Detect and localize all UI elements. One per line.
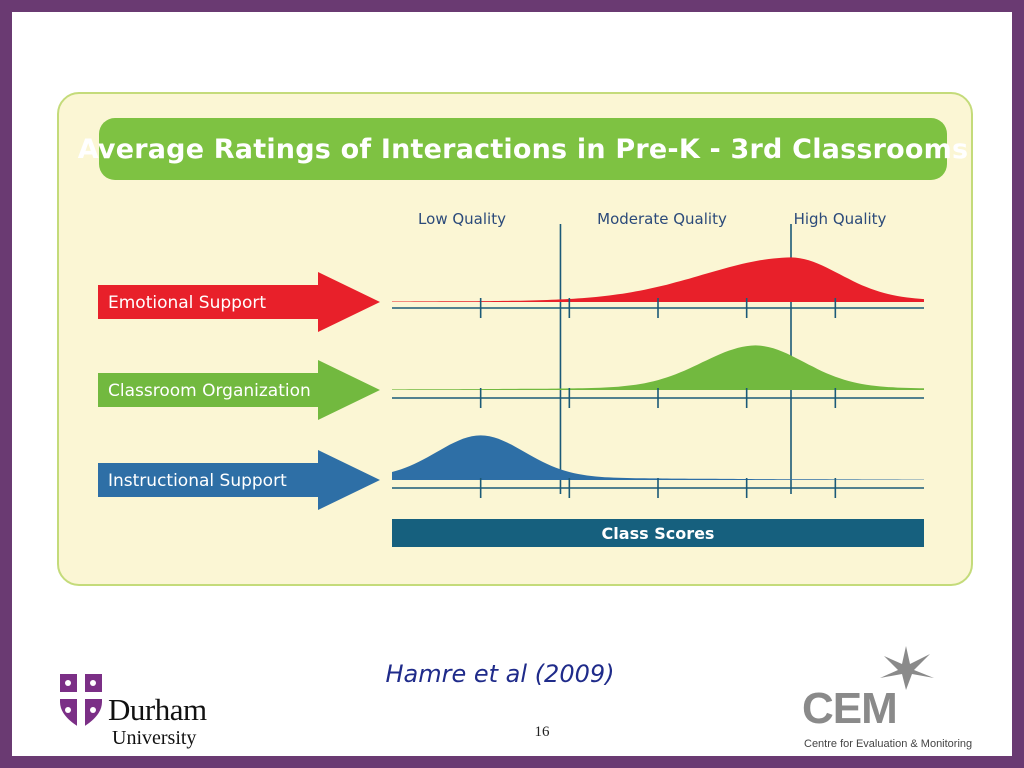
quality-band-label: Moderate Quality xyxy=(597,210,727,228)
durham-subtitle: University xyxy=(112,727,197,749)
cem-logo: CEM Centre for Evaluation & Monitoring xyxy=(802,644,1002,756)
quality-band-label: Low Quality xyxy=(418,210,506,228)
durham-logo: Durham University xyxy=(58,672,258,756)
series-distribution xyxy=(392,435,924,480)
xlabel-bar xyxy=(392,519,924,547)
series-arrow xyxy=(98,450,380,510)
cem-subtitle: Centre for Evaluation & Monitoring xyxy=(804,738,973,750)
series-distribution xyxy=(392,345,924,390)
series-label: Classroom Organization xyxy=(108,381,311,401)
slide: Average Ratings of Interactions in Pre-K… xyxy=(12,12,1012,756)
quality-band-label: High Quality xyxy=(794,210,887,228)
star-icon xyxy=(880,646,934,690)
series-label: Instructional Support xyxy=(108,471,287,491)
chart-title: Average Ratings of Interactions in Pre-K… xyxy=(77,133,969,165)
durham-name: Durham xyxy=(108,692,207,727)
x-axis-label: Class Scores xyxy=(602,524,715,543)
chart-title-bar: Average Ratings of Interactions in Pre-K… xyxy=(78,118,968,180)
cem-wordmark: CEM xyxy=(802,684,898,733)
durham-shield-icon xyxy=(60,674,102,728)
page-number: 16 xyxy=(534,724,550,740)
citation: Hamre et al (2009) xyxy=(385,660,615,688)
series-distribution xyxy=(392,257,924,302)
figure-panel: Average Ratings of Interactions in Pre-K… xyxy=(57,92,973,586)
series-arrow xyxy=(98,360,380,420)
chart: Low Quality Moderate Quality High Quality E… xyxy=(98,210,924,547)
series-arrow xyxy=(98,272,380,332)
series-label: Emotional Support xyxy=(108,293,266,313)
